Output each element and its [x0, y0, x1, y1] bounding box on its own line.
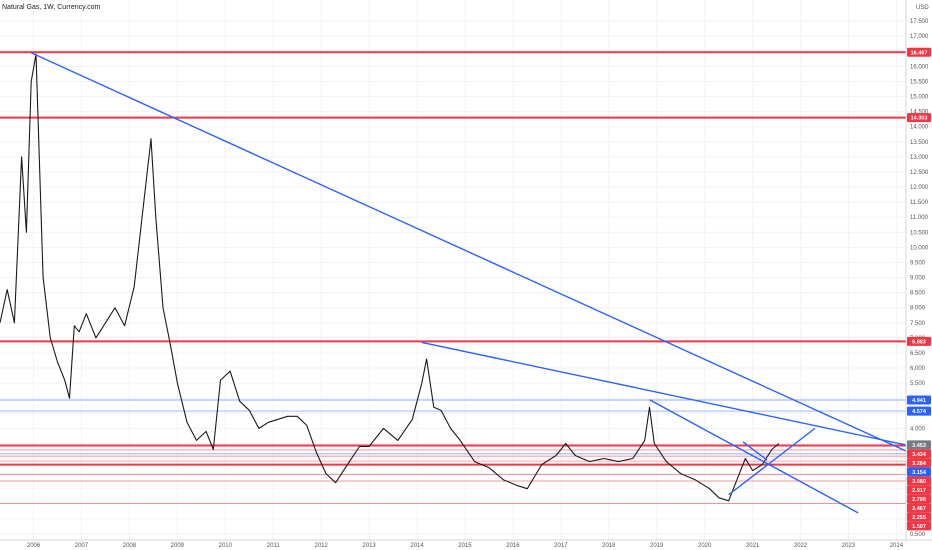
y-tick-label: 15.000	[910, 95, 929, 101]
trendlines	[30, 52, 907, 514]
x-tick-label: 2021	[746, 543, 760, 549]
level-price-label: 4.941	[912, 398, 926, 404]
price-line	[0, 53, 780, 502]
time-axis[interactable]: 2006 2007 2008 2009 2010 2011 2012 2013 2014 2015…	[27, 543, 904, 549]
x-tick-label: 2024	[890, 543, 904, 549]
y-tick-label: 6.500	[910, 351, 926, 357]
y-tick-label: 15.500	[910, 79, 929, 85]
y-tick-label: 9.000	[910, 276, 926, 282]
x-tick-label: 2018	[602, 543, 616, 549]
y-tick-label: 12.000	[910, 185, 929, 191]
y-tick-label: 8.000	[910, 306, 926, 312]
level-price-label: 3.434	[912, 452, 927, 458]
currency-label: USD	[916, 5, 929, 11]
level-price-label: 1.507	[912, 524, 926, 530]
level-price-tag	[907, 113, 931, 123]
x-tick-label: 2013	[362, 543, 376, 549]
level-price-label: 2.917	[912, 488, 926, 494]
y-tick-label: 14.500	[910, 110, 929, 116]
y-tick-label: 6.000	[910, 366, 926, 372]
level-price-label: 2.255	[912, 515, 926, 521]
y-tick-label: 10.500	[910, 230, 929, 236]
level-price-label: 6.883	[912, 339, 926, 345]
x-tick-label: 2020	[698, 543, 712, 549]
level-price-tag	[907, 449, 931, 459]
level-price-tag	[907, 336, 931, 346]
x-tick-label: 2007	[75, 543, 89, 549]
level-price-tag	[907, 476, 931, 486]
x-tick-label: 2011	[267, 543, 281, 549]
x-tick-label: 2010	[219, 543, 233, 549]
level-price-label: 3.154	[912, 470, 927, 476]
y-tick-label: 5.500	[910, 381, 926, 387]
x-tick-label: 2014	[410, 543, 424, 549]
level-price-tag	[907, 47, 931, 57]
level-price-label: 3.080	[912, 479, 926, 485]
level-price-tag	[907, 512, 931, 522]
current-price-label: 3.453	[912, 443, 926, 449]
level-price-tag	[907, 406, 931, 416]
y-tick-label: 13.000	[910, 155, 929, 161]
x-tick-label: 2015	[458, 543, 472, 549]
y-tick-label: 10.000	[910, 245, 929, 251]
y-tick-label: 9.500	[910, 260, 926, 266]
level-price-label: 3.284	[912, 461, 927, 467]
level-price-label: 2.798	[912, 497, 926, 503]
x-tick-label: 2023	[842, 543, 856, 549]
horizontal-levels	[0, 51, 906, 504]
y-tick-label: 14.000	[910, 125, 929, 131]
y-tick-label: 12.500	[910, 170, 929, 176]
x-tick-label: 2022	[794, 543, 808, 549]
level-price-tag	[907, 395, 931, 405]
y-tick-label: 16.000	[910, 64, 929, 70]
x-tick-label: 2009	[171, 543, 185, 549]
trendline	[30, 52, 907, 452]
y-tick-label: 13.500	[910, 140, 929, 146]
x-tick-label: 2019	[650, 543, 664, 549]
y-tick-label: 11.000	[910, 215, 929, 221]
level-price-label: 4.574	[912, 409, 927, 415]
chart-title: Natural Gas, 1W, Currency.com	[2, 4, 100, 11]
y-tick-label: 0.500	[910, 532, 926, 538]
x-tick-label: 2017	[554, 543, 568, 549]
level-price-tag	[907, 503, 931, 513]
x-tick-label: 2016	[506, 543, 520, 549]
level-tags: 16.467 14.303 6.883 4.941 4.574 3.453 3.434 3.2…	[907, 47, 931, 531]
level-price-label: 14.303	[911, 116, 928, 122]
y-tick-label: 17.500	[910, 19, 929, 25]
level-price-tag	[907, 485, 931, 495]
y-tick-label: 7.500	[910, 321, 926, 327]
level-price-tag	[907, 494, 931, 504]
level-price-tag	[907, 467, 931, 477]
y-tick-label: 11.500	[910, 200, 929, 206]
y-tick-label: 8.500	[910, 291, 926, 297]
level-price-tag	[907, 521, 931, 531]
y-tick-label: 17.000	[910, 34, 929, 40]
trendline	[728, 427, 816, 496]
x-tick-label: 2008	[123, 543, 137, 549]
x-tick-label: 2006	[27, 543, 41, 549]
y-tick-label: 4.000	[910, 426, 926, 432]
trendline	[649, 399, 859, 514]
current-price-tag	[907, 440, 931, 450]
level-price-tag	[907, 458, 931, 468]
x-tick-label: 2012	[314, 543, 328, 549]
level-price-label: 2.467	[912, 506, 926, 512]
trendline	[742, 441, 768, 461]
trendline	[421, 341, 907, 446]
level-price-label: 16.467	[911, 50, 928, 56]
price-series	[0, 53, 780, 502]
